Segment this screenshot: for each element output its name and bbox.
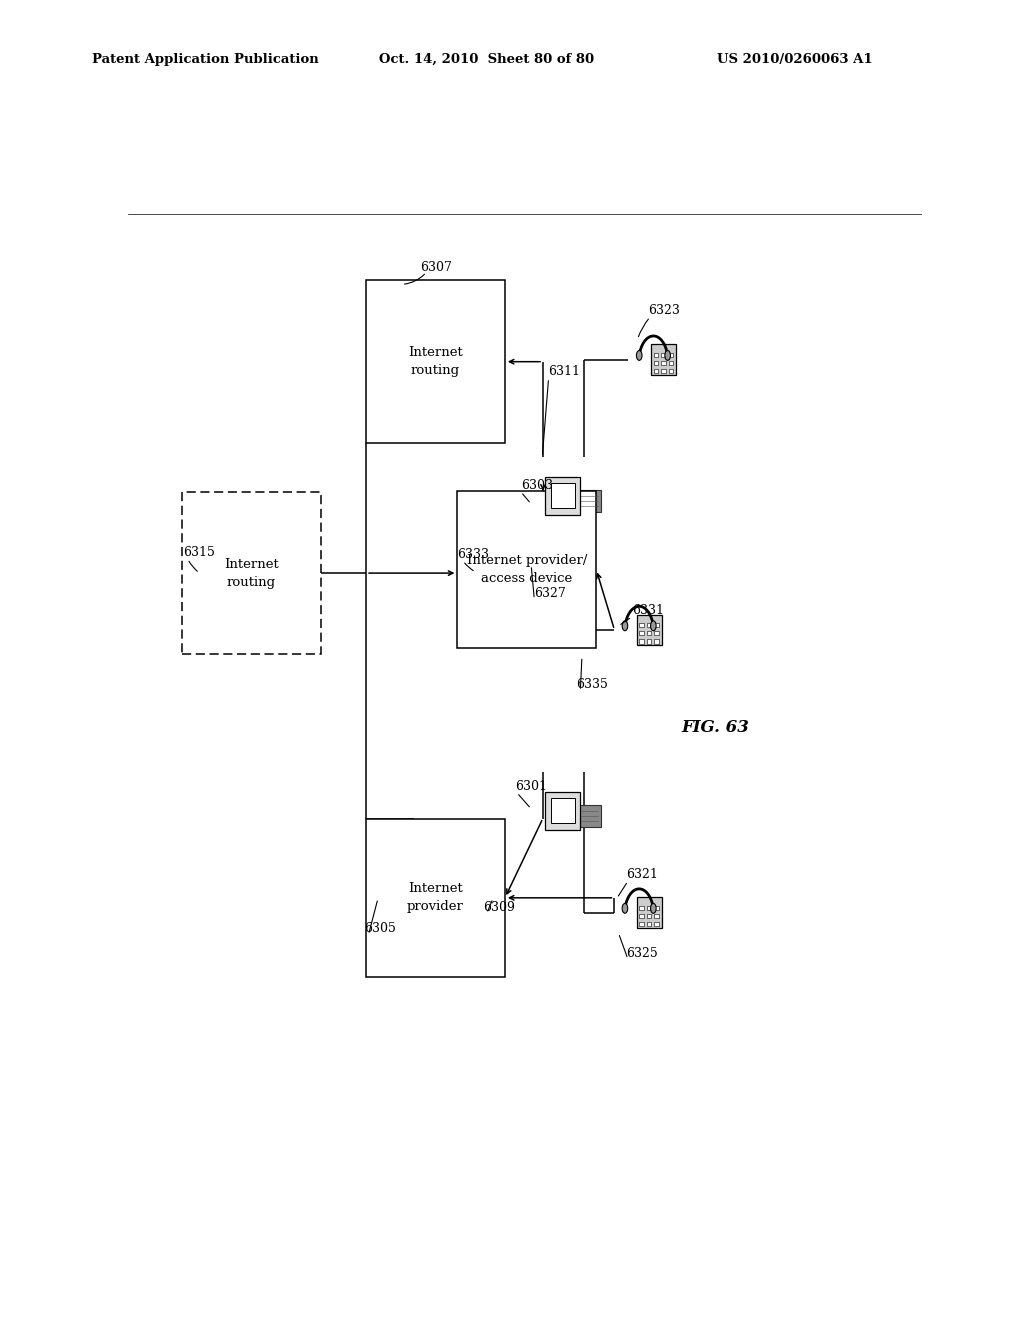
- Bar: [639, 906, 644, 909]
- Text: 6305: 6305: [365, 923, 396, 936]
- Text: 6333: 6333: [458, 548, 489, 561]
- Bar: [637, 615, 663, 645]
- Bar: [639, 639, 644, 644]
- Text: Oct. 14, 2010  Sheet 80 of 80: Oct. 14, 2010 Sheet 80 of 80: [379, 53, 594, 66]
- Text: 6303: 6303: [521, 479, 553, 492]
- Ellipse shape: [623, 620, 628, 631]
- Bar: [647, 906, 651, 909]
- Bar: [647, 639, 651, 644]
- Text: 6311: 6311: [549, 366, 581, 379]
- Bar: [546, 792, 581, 830]
- Bar: [367, 818, 505, 977]
- Bar: [639, 913, 644, 917]
- Text: US 2010/0260063 A1: US 2010/0260063 A1: [717, 53, 872, 66]
- Text: 6301: 6301: [515, 780, 547, 793]
- Text: FIG. 63: FIG. 63: [681, 719, 750, 737]
- Text: 6323: 6323: [648, 305, 680, 317]
- Text: 6315: 6315: [183, 546, 215, 560]
- Bar: [647, 631, 651, 635]
- Text: Internet
routing: Internet routing: [224, 557, 279, 589]
- Ellipse shape: [637, 351, 642, 360]
- Ellipse shape: [623, 903, 628, 913]
- Bar: [367, 280, 505, 444]
- Bar: [637, 898, 663, 928]
- Text: Internet
routing: Internet routing: [409, 346, 463, 378]
- Bar: [546, 477, 581, 515]
- Bar: [662, 360, 666, 366]
- Text: 6307: 6307: [420, 260, 452, 273]
- Bar: [639, 623, 644, 627]
- Bar: [653, 352, 658, 356]
- Bar: [654, 639, 658, 644]
- Bar: [647, 921, 651, 927]
- Bar: [654, 623, 658, 627]
- Bar: [654, 913, 658, 917]
- Text: 6321: 6321: [627, 869, 658, 882]
- Bar: [653, 370, 658, 374]
- Bar: [662, 370, 666, 374]
- Bar: [551, 799, 575, 824]
- Bar: [662, 352, 666, 356]
- Bar: [555, 490, 601, 512]
- Text: 6325: 6325: [627, 946, 658, 960]
- Text: 6335: 6335: [577, 678, 608, 692]
- Bar: [669, 352, 673, 356]
- Bar: [647, 623, 651, 627]
- Ellipse shape: [665, 351, 671, 360]
- Ellipse shape: [650, 903, 656, 913]
- Bar: [653, 360, 658, 366]
- Bar: [182, 492, 321, 655]
- Text: 6331: 6331: [632, 605, 664, 618]
- Bar: [639, 921, 644, 927]
- Bar: [551, 483, 575, 508]
- Bar: [669, 370, 673, 374]
- Text: 6327: 6327: [535, 587, 566, 599]
- Text: 6309: 6309: [483, 902, 515, 913]
- Bar: [555, 805, 601, 826]
- Text: Internet provider/
access device: Internet provider/ access device: [467, 554, 587, 585]
- Text: Patent Application Publication: Patent Application Publication: [92, 53, 318, 66]
- Ellipse shape: [650, 620, 656, 631]
- Bar: [654, 921, 658, 927]
- Bar: [639, 631, 644, 635]
- Bar: [651, 345, 677, 375]
- Bar: [669, 360, 673, 366]
- Bar: [458, 491, 596, 648]
- Bar: [647, 913, 651, 917]
- Text: Internet
provider: Internet provider: [408, 882, 464, 913]
- Bar: [654, 906, 658, 909]
- Bar: [654, 631, 658, 635]
